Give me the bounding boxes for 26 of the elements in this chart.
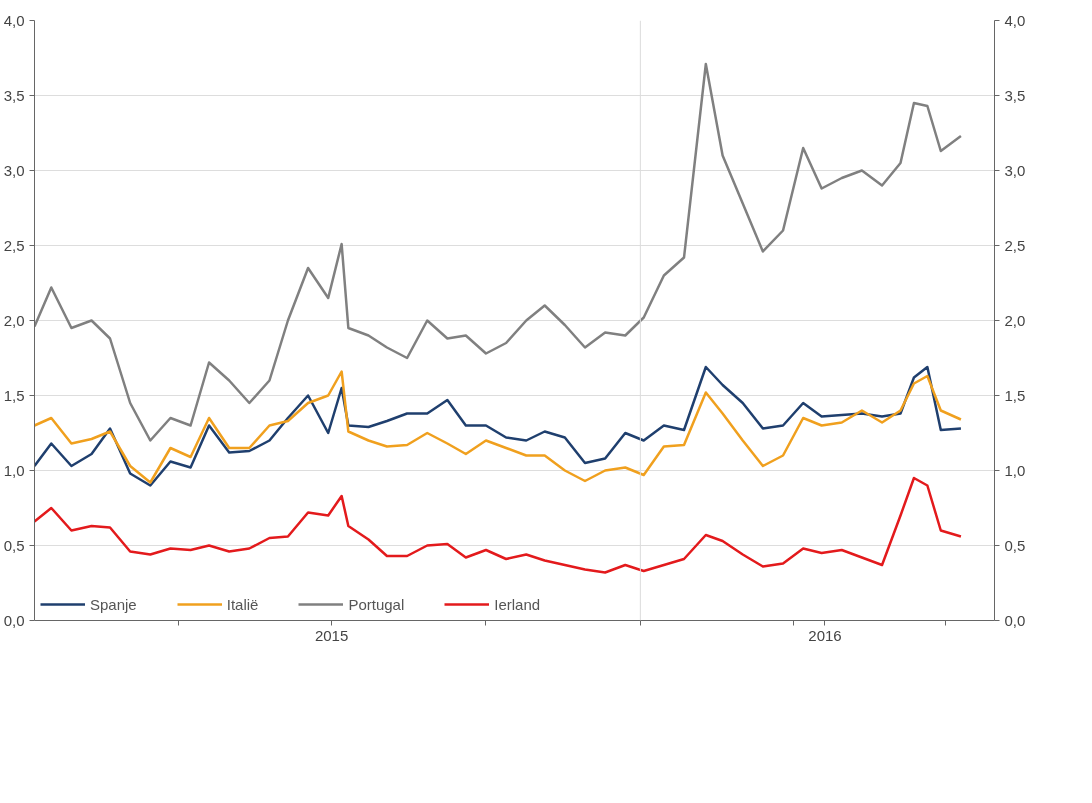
y-tick-label: 1,5 bbox=[3, 386, 25, 404]
x-tick-label: 2015 bbox=[314, 626, 349, 644]
y2-tick-label: 3,0 bbox=[1004, 161, 1026, 179]
legend-label: Spanje bbox=[90, 595, 137, 613]
y-tick-label: 0,0 bbox=[3, 611, 25, 629]
y-tick-label: 3,5 bbox=[3, 86, 25, 104]
y2-tick-label: 1,0 bbox=[1004, 461, 1026, 479]
legend-label: Ierland bbox=[494, 595, 541, 613]
y-tick-label: 4,0 bbox=[3, 11, 25, 29]
y-tick-label: 3,0 bbox=[3, 161, 25, 179]
y-tick-label: 2,0 bbox=[3, 311, 25, 329]
legend-label: Portugal bbox=[348, 595, 405, 613]
y-tick-label: 1,0 bbox=[3, 461, 25, 479]
y-tick-label: 2,5 bbox=[3, 236, 25, 254]
x-tick-label: 2016 bbox=[808, 626, 842, 644]
y-tick-label: 0,5 bbox=[3, 536, 25, 554]
legend-label: Italië bbox=[226, 595, 259, 613]
y2-tick-label: 4,0 bbox=[1004, 11, 1026, 29]
y2-tick-label: 2,5 bbox=[1004, 236, 1026, 254]
line-series bbox=[34, 62, 963, 442]
y2-tick-label: 2,0 bbox=[1004, 311, 1026, 329]
y2-tick-label: 0,5 bbox=[1004, 536, 1026, 554]
y2-tick-label: 0,0 bbox=[1004, 611, 1026, 629]
line-series bbox=[34, 476, 963, 574]
y2-tick-label: 1,5 bbox=[1004, 386, 1026, 404]
y2-tick-label: 3,5 bbox=[1004, 86, 1026, 104]
